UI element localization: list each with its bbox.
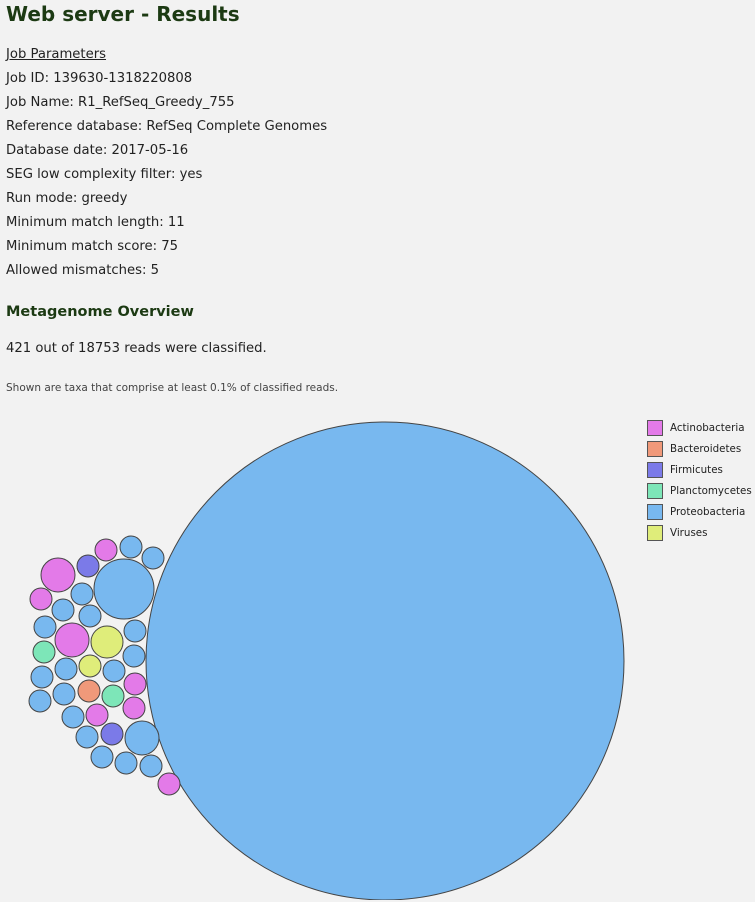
taxon-bubble[interactable]: [54, 657, 78, 681]
taxon-bubble[interactable]: [40, 557, 76, 593]
legend-swatch: [647, 482, 663, 499]
taxon-bubble[interactable]: [139, 754, 163, 778]
taxon-bubble[interactable]: [100, 722, 124, 746]
taxon-bubble[interactable]: [52, 682, 76, 706]
taxon-bubble[interactable]: [119, 535, 143, 559]
legend-item-firmicutes: Firmicutes: [647, 459, 752, 480]
job-parameters: Job Parameters Job ID: 139630-1318220808…: [6, 43, 327, 283]
taxon-bubble[interactable]: [141, 546, 165, 570]
taxon-bubble[interactable]: [122, 696, 146, 720]
taxon-bubble[interactable]: [77, 679, 101, 703]
taxon-bubble[interactable]: [32, 640, 56, 664]
taxon-bubble[interactable]: [78, 604, 102, 628]
min-match-length: Minimum match length: 11: [6, 215, 185, 230]
legend: Actinobacteria Bacteroidetes Firmicutes …: [647, 417, 752, 543]
taxon-bubble[interactable]: [61, 705, 85, 729]
taxon-bubble[interactable]: [114, 751, 138, 775]
taxon-bubble[interactable]: [102, 659, 126, 683]
taxon-bubble[interactable]: [94, 538, 118, 562]
min-match-score: Minimum match score: 75: [6, 239, 179, 254]
taxon-bubble[interactable]: [33, 615, 57, 639]
taxon-bubble[interactable]: [101, 684, 125, 708]
taxon-bubble[interactable]: [29, 587, 53, 611]
legend-label: Planctomycetes: [670, 484, 752, 497]
taxon-bubble[interactable]: [123, 619, 147, 643]
taxon-bubble[interactable]: [75, 725, 99, 749]
legend-item-planctomycetes: Planctomycetes: [647, 480, 752, 501]
legend-item-proteobacteria: Proteobacteria: [647, 501, 752, 522]
job-id: Job ID: 139630-1318220808: [6, 71, 193, 86]
legend-item-viruses: Viruses: [647, 522, 752, 543]
threshold-note: Shown are taxa that comprise at least 0.…: [6, 382, 339, 394]
legend-swatch: [647, 440, 663, 457]
reference-database: Reference database: RefSeq Complete Geno…: [6, 119, 328, 134]
taxon-bubble[interactable]: [70, 582, 94, 606]
metagenome-overview-heading: Metagenome Overview: [6, 304, 194, 320]
legend-label: Firmicutes: [670, 463, 723, 476]
legend-label: Actinobacteria: [670, 421, 745, 434]
job-parameters-link[interactable]: Job Parameters: [6, 47, 107, 62]
classified-summary: 421 out of 18753 reads were classified.: [6, 341, 267, 356]
taxon-bubble[interactable]: [157, 772, 181, 796]
taxon-bubble[interactable]: [93, 558, 155, 620]
legend-swatch: [647, 503, 663, 520]
taxon-bubble[interactable]: [145, 421, 625, 900]
seg-filter: SEG low complexity filter: yes: [6, 167, 203, 182]
legend-label: Viruses: [670, 526, 708, 539]
taxon-bubble[interactable]: [123, 672, 147, 696]
legend-swatch: [647, 524, 663, 541]
taxon-bubble[interactable]: [30, 665, 54, 689]
taxon-bubble[interactable]: [85, 703, 109, 727]
database-date: Database date: 2017-05-16: [6, 143, 189, 158]
taxon-bubble[interactable]: [76, 554, 100, 578]
taxon-bubble[interactable]: [90, 745, 114, 769]
legend-label: Proteobacteria: [670, 505, 746, 518]
legend-swatch: [647, 419, 663, 436]
taxon-bubble[interactable]: [90, 625, 124, 659]
taxon-bubble[interactable]: [54, 622, 90, 658]
run-mode: Run mode: greedy: [6, 191, 128, 206]
job-name: Job Name: R1_RefSeq_Greedy_755: [6, 95, 235, 110]
taxon-bubble[interactable]: [122, 644, 146, 668]
legend-swatch: [647, 461, 663, 478]
allowed-mismatches: Allowed mismatches: 5: [6, 263, 159, 278]
page-title: Web server - Results: [6, 2, 240, 26]
taxon-bubble[interactable]: [124, 720, 160, 756]
taxon-bubble[interactable]: [28, 689, 52, 713]
legend-label: Bacteroidetes: [670, 442, 742, 455]
legend-item-bacteroidetes: Bacteroidetes: [647, 438, 752, 459]
bubble-chart: [28, 421, 625, 900]
taxon-bubble[interactable]: [51, 598, 75, 622]
taxon-bubble[interactable]: [78, 654, 102, 678]
legend-item-actinobacteria: Actinobacteria: [647, 417, 752, 438]
